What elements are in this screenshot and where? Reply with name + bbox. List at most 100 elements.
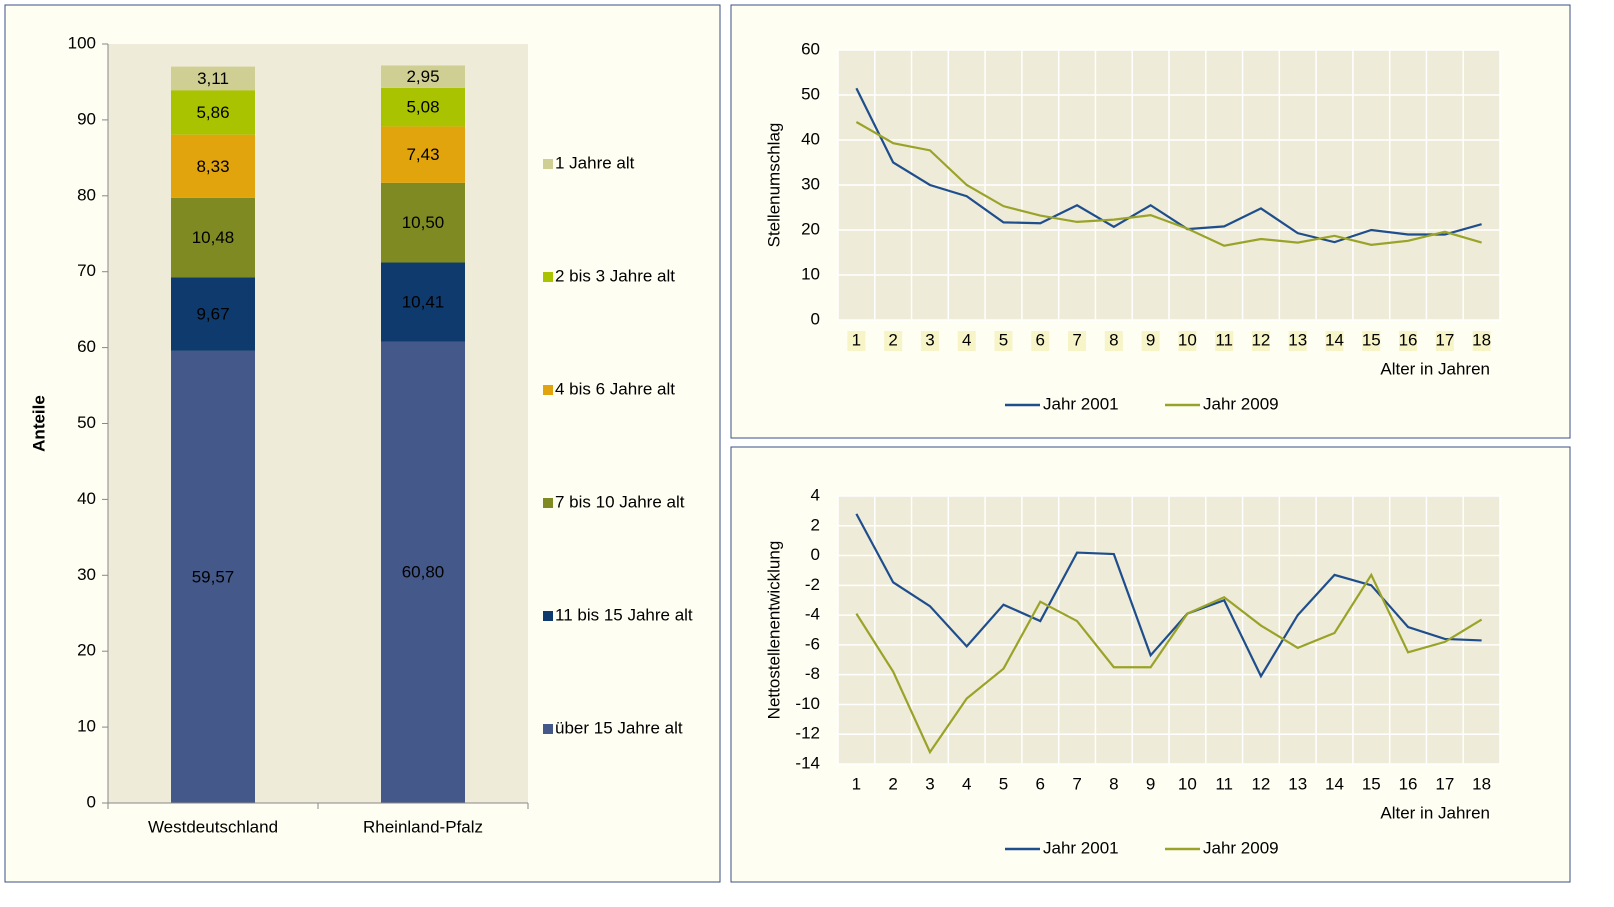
x-tick-label: 3 <box>925 330 934 349</box>
x-tick-label: 14 <box>1325 774 1344 793</box>
tick-label-bg <box>957 331 976 351</box>
legend-swatch <box>543 724 553 734</box>
legend-label: 4 bis 6 Jahre alt <box>555 379 675 398</box>
y-tick-label: -4 <box>805 605 820 624</box>
bar-segment <box>381 65 465 88</box>
x-tick-label: 11 <box>1215 330 1233 349</box>
y-tick-label: 10 <box>77 717 96 736</box>
x-tick-label: 6 <box>1036 330 1045 349</box>
tick-label-bg <box>1141 331 1160 351</box>
tick-label-bg <box>847 331 866 351</box>
y-tick-label: -2 <box>805 575 820 594</box>
x-tick-label: 7 <box>1072 774 1081 793</box>
x-tick-label: 13 <box>1288 330 1307 349</box>
bar-segment <box>171 277 255 351</box>
x-tick-label: 18 <box>1472 774 1491 793</box>
tick-label-bg <box>1362 331 1381 351</box>
x-tick-label: 18 <box>1472 330 1491 349</box>
value-label: 60,80 <box>402 563 445 582</box>
y-tick-label: 40 <box>77 489 96 508</box>
tick-label-bg <box>1399 331 1418 351</box>
x-tick-label: 10 <box>1178 774 1197 793</box>
value-label: 8,33 <box>196 157 229 176</box>
legend-label: Jahr 2001 <box>1043 838 1119 857</box>
x-tick-label: 8 <box>1109 330 1118 349</box>
x-tick-label: 6 <box>1036 774 1045 793</box>
y-tick-label: 0 <box>811 309 820 328</box>
x-tick-label: 15 <box>1362 330 1381 349</box>
y-tick-label: -10 <box>795 694 820 713</box>
value-label: 59,57 <box>192 567 235 586</box>
y-axis-title: Nettostellenentwicklung <box>764 541 783 720</box>
value-label: 2,95 <box>406 67 439 86</box>
legend-label: über 15 Jahre alt <box>555 718 683 737</box>
y-tick-label: 70 <box>77 261 96 280</box>
y-tick-label: 10 <box>801 264 820 283</box>
y-tick-label: 30 <box>801 174 820 193</box>
x-tick-label: 5 <box>999 330 1008 349</box>
legend-label: 1 Jahre alt <box>555 153 635 172</box>
y-tick-label: 50 <box>77 413 96 432</box>
tick-label-bg <box>920 331 939 351</box>
x-tick-label: 13 <box>1288 774 1307 793</box>
tick-label-bg <box>1251 331 1270 351</box>
x-tick-label: 10 <box>1178 330 1197 349</box>
y-tick-label: -8 <box>805 664 820 683</box>
tick-label-bg <box>1104 331 1123 351</box>
x-tick-label: 9 <box>1146 774 1155 793</box>
x-tick-label: 4 <box>962 774 971 793</box>
value-label: 10,41 <box>402 293 445 312</box>
tick-label-bg <box>1215 331 1234 351</box>
value-label: 3,11 <box>197 69 229 88</box>
x-tick-label: 2 <box>888 774 897 793</box>
y-tick-label: 60 <box>77 337 96 356</box>
x-tick-label: 16 <box>1399 330 1418 349</box>
bar-segment <box>381 182 465 263</box>
y-tick-label: -6 <box>805 634 820 653</box>
tick-label-bg <box>1068 331 1087 351</box>
line <box>855 87 1482 244</box>
y-tick-label: 4 <box>811 485 820 504</box>
value-label: 5,08 <box>406 98 439 117</box>
legend-label: Jahr 2009 <box>1203 394 1279 413</box>
x-axis-title: Alter in Jahren <box>1380 359 1490 378</box>
x-axis-title: Alter in Jahren <box>1380 803 1490 822</box>
x-tick-label: 9 <box>1146 330 1155 349</box>
legend-swatch <box>543 159 553 169</box>
bar-segment <box>171 350 255 803</box>
x-tick-label: 12 <box>1251 774 1270 793</box>
x-tick-label: 11 <box>1215 774 1233 793</box>
y-tick-label: 30 <box>77 565 96 584</box>
bar-segment <box>381 126 465 183</box>
y-tick-label: 40 <box>801 129 820 148</box>
tick-label-bg <box>1178 331 1197 351</box>
line <box>855 572 1483 755</box>
x-tick-label: 7 <box>1072 330 1081 349</box>
y-axis-title: Anteile <box>29 395 48 452</box>
legend-swatch <box>543 272 553 282</box>
tick-label-bg <box>1031 331 1050 351</box>
x-tick-label: 17 <box>1435 774 1454 793</box>
legend-label: 11 bis 15 Jahre alt <box>555 605 693 624</box>
x-tick-label: 17 <box>1435 330 1454 349</box>
y-tick-label: 2 <box>811 515 820 534</box>
y-tick-label: -14 <box>795 753 820 772</box>
tick-label-bg <box>994 331 1013 351</box>
bar-segment <box>381 262 465 342</box>
legend-label: Jahr 2009 <box>1203 838 1279 857</box>
y-tick-label: -12 <box>795 724 820 743</box>
x-tick-label: 5 <box>999 774 1008 793</box>
y-tick-label: 100 <box>68 33 96 52</box>
bar-segment <box>381 341 465 803</box>
legend-label: 2 bis 3 Jahre alt <box>555 266 675 285</box>
legend-swatch <box>543 611 553 621</box>
bar-segment <box>171 90 255 135</box>
x-tick-label: 12 <box>1251 330 1270 349</box>
tick-label-bg <box>1288 331 1307 351</box>
bar-segment <box>381 87 465 127</box>
x-tick-label: 1 <box>852 774 861 793</box>
tick-label-bg <box>1325 331 1344 351</box>
y-tick-label: 0 <box>87 792 96 811</box>
x-tick-label: 16 <box>1399 774 1418 793</box>
